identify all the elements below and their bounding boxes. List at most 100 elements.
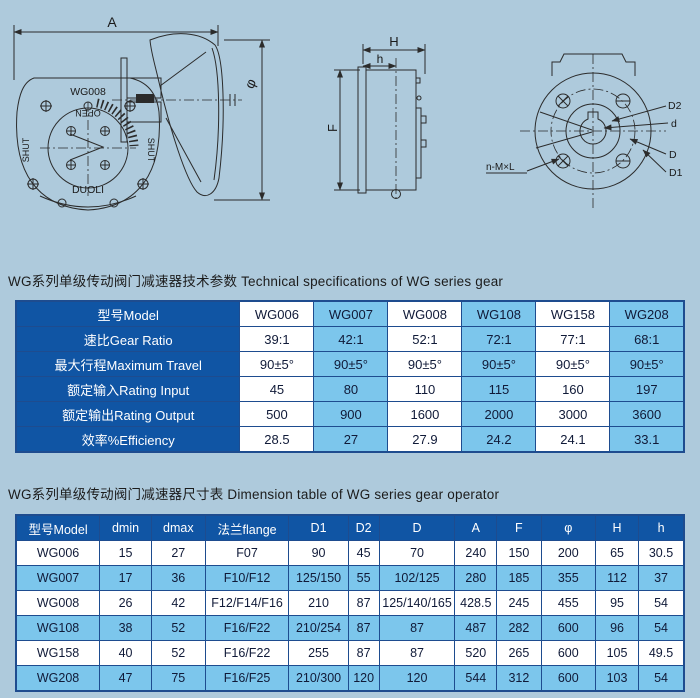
column-header: D2 [347,514,380,541]
value-cell: 105 [594,640,640,666]
dim-label-D1: D1 [669,167,683,179]
value-cell: 103 [594,665,640,692]
table-row: 额定输入Rating Input 45 80 110 115 160 197 [15,376,685,402]
table-row: 速比Gear Ratio 39:1 42:1 52:1 72:1 77:1 68:1 [15,326,685,352]
column-header: WG108 [461,300,537,327]
table-row: WG008 26 42 F12/F14/F16 210 87 125/140/165 428.… [15,590,685,616]
value-cell: 160 [535,376,611,402]
value-cell: 33.1 [609,426,685,453]
value-cell: 15 [99,540,152,566]
table-row: WG108 38 52 F16/F22 210/254 87 87 487 282 600 96 54 [15,615,685,641]
value-cell: 36 [150,565,206,591]
value-cell: 55 [347,565,380,591]
model-cell: WG007 [15,565,101,591]
model-label: WG008 [70,86,106,98]
value-cell: 87 [378,615,456,641]
column-header: dmin [99,514,152,541]
value-cell: 900 [313,401,389,427]
value-cell: 355 [540,565,597,591]
value-cell: 2000 [461,401,537,427]
column-header: WG208 [609,300,685,327]
value-cell: 210 [288,590,349,616]
dim-label-D2: D2 [668,100,682,112]
value-cell: 54 [638,590,685,616]
row-label: 额定输出Rating Output [15,401,241,427]
value-cell: 47 [99,665,152,692]
model-cell: WG158 [15,640,101,666]
value-cell: 500 [239,401,315,427]
column-header: φ [540,514,597,541]
model-cell: WG108 [15,615,101,641]
value-cell: 45 [239,376,315,402]
dimension-section-title: WG系列单级传动阀门减速器尺寸表 Dimension table of WG s… [8,487,500,502]
value-cell: 52 [150,615,206,641]
value-cell: 42:1 [313,326,389,352]
value-cell: F07 [204,540,290,566]
column-header: D [378,514,456,541]
value-cell: 24.1 [535,426,611,453]
value-cell: 487 [454,615,498,641]
table-header-row: 型号Model WG006 WG007 WG008 WG108 WG158 WG208 [15,300,685,327]
value-cell: 26 [99,590,152,616]
value-cell: 90±5° [461,351,537,377]
value-cell: 110 [387,376,463,402]
value-cell: 38 [99,615,152,641]
value-cell: F16/F22 [204,640,290,666]
value-cell: 49.5 [638,640,685,666]
value-cell: F16/F22 [204,615,290,641]
model-cell: WG008 [15,590,101,616]
value-cell: 200 [540,540,597,566]
value-cell: 27 [313,426,389,453]
value-cell: 312 [496,665,542,692]
value-cell: 27.9 [387,426,463,453]
value-cell: 87 [347,615,380,641]
value-cell: 90±5° [609,351,685,377]
value-cell: 96 [594,615,640,641]
value-cell: 52:1 [387,326,463,352]
value-cell: 30.5 [638,540,685,566]
column-header: A [454,514,498,541]
value-cell: 39:1 [239,326,315,352]
value-cell: 28.5 [239,426,315,453]
value-cell: F10/F12 [204,565,290,591]
column-header: 型号Model [15,300,241,327]
value-cell: 255 [288,640,349,666]
value-cell: 120 [378,665,456,692]
column-header: WG008 [387,300,463,327]
value-cell: 600 [540,615,597,641]
value-cell: 428.5 [454,590,498,616]
value-cell: 90 [288,540,349,566]
bolt-spec-label: n-M×L [486,162,515,173]
column-header: D1 [288,514,349,541]
dim-label-H: H [389,34,398,49]
value-cell: 87 [347,640,380,666]
value-cell: 600 [540,665,597,692]
value-cell: 185 [496,565,542,591]
dim-label-h: h [377,52,384,66]
value-cell: 150 [496,540,542,566]
brand-label: DUOLI [72,184,104,196]
value-cell: 45 [347,540,380,566]
value-cell: 95 [594,590,640,616]
value-cell: 52 [150,640,206,666]
value-cell: 125/150 [288,565,349,591]
row-label: 速比Gear Ratio [15,326,241,352]
table-row: 最大行程Maximum Travel 90±5° 90±5° 90±5° 90±5° 90… [15,351,685,377]
value-cell: 75 [150,665,206,692]
value-cell: 24.2 [461,426,537,453]
value-cell: 265 [496,640,542,666]
value-cell: 600 [540,640,597,666]
value-cell: 17 [99,565,152,591]
value-cell: 240 [454,540,498,566]
value-cell: 65 [594,540,640,566]
side-view-drawing: H h F [325,34,427,202]
value-cell: 282 [496,615,542,641]
row-label: 额定输入Rating Input [15,376,241,402]
table-row: 效率%Efficiency 28.5 27 27.9 24.2 24.1 33.1 [15,426,685,453]
spec-section-title: WG系列单级传动阀门减速器技术参数 Technical specificatio… [8,274,504,289]
value-cell: 245 [496,590,542,616]
value-cell: 210/254 [288,615,349,641]
value-cell: 120 [347,665,380,692]
